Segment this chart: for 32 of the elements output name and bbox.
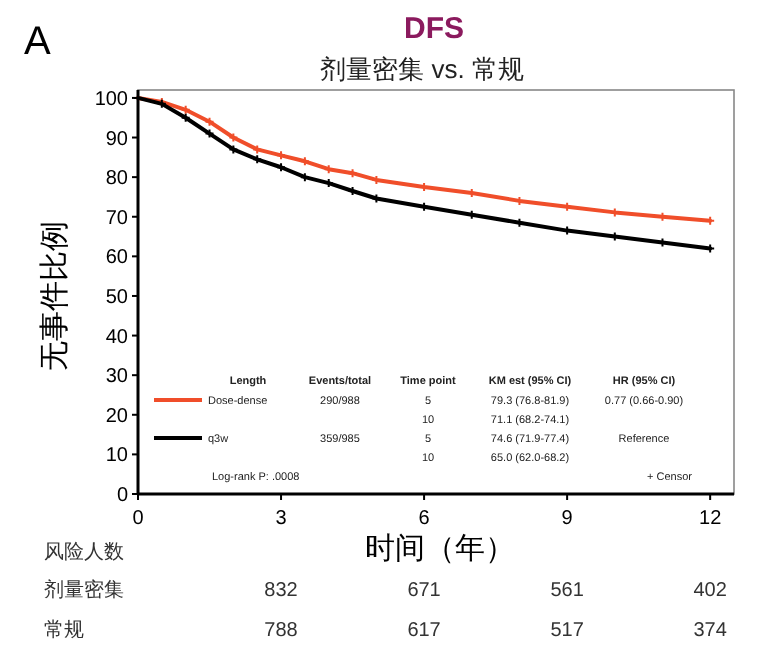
text: 风险人数 <box>44 540 124 564</box>
y-tick-label: 50 <box>105 286 129 309</box>
y-tick-label: 20 <box>105 405 129 428</box>
text: 517 <box>550 620 585 642</box>
y-tick-label: 30 <box>105 366 129 389</box>
x-tick-label: 3 <box>275 508 288 530</box>
y-tick-label: 60 <box>105 247 129 270</box>
chart-title: DFS <box>404 12 464 46</box>
text: 剂量密集 <box>44 578 124 602</box>
y-tick-label: 100 <box>94 88 129 111</box>
text: 832 <box>264 580 299 602</box>
y-tick-label: 70 <box>105 207 129 230</box>
text: 402 <box>693 580 728 602</box>
text: 374 <box>693 620 728 642</box>
text: 561 <box>550 580 585 602</box>
text: 671 <box>407 580 442 602</box>
y-tick-label: 0 <box>116 485 129 507</box>
x-tick-label: 12 <box>699 508 723 530</box>
x-tick-label: 0 <box>132 508 145 530</box>
chart-subtitle: 剂量密集 vs. 常规 <box>320 54 524 84</box>
y-tick-label: 10 <box>105 445 129 468</box>
text: 常规 <box>44 618 84 642</box>
y-tick-label: 40 <box>105 326 129 349</box>
text: A <box>24 20 52 64</box>
y-tick-label: 90 <box>105 128 129 151</box>
x-tick-label: 6 <box>418 508 431 530</box>
y-axis-title: 无事件比例 <box>38 221 72 371</box>
text: 788 <box>264 620 299 642</box>
y-tick-label: 80 <box>105 168 129 191</box>
x-tick-label: 9 <box>561 508 574 530</box>
text: 617 <box>407 620 442 642</box>
x-axis-title: 时间（年） <box>365 532 515 566</box>
